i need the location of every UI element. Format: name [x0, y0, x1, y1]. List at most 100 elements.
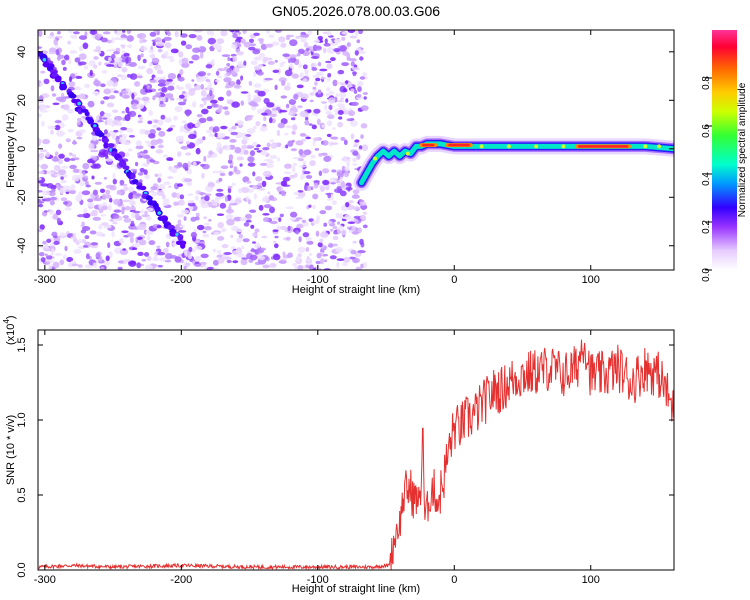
noise-speckle	[102, 31, 111, 35]
noise-speckle	[141, 96, 150, 102]
noise-speckle	[247, 162, 256, 167]
noise-speckle	[252, 232, 258, 238]
noise-speckle	[248, 46, 256, 51]
noise-speckle	[139, 45, 148, 52]
spectrogram-x-tick-label: 100	[582, 274, 600, 286]
noise-speckle	[226, 259, 232, 264]
noise-speckle	[356, 93, 362, 98]
noise-speckle	[132, 247, 138, 250]
noise-speckle	[352, 189, 360, 195]
noise-speckle	[200, 90, 207, 97]
noise-speckle	[111, 48, 116, 52]
noise-speckle	[149, 54, 156, 59]
noise-speckle	[191, 54, 200, 61]
noise-speckle	[295, 217, 303, 220]
noise-speckle	[247, 93, 252, 100]
noise-speckle	[297, 264, 304, 270]
noise-speckle	[289, 174, 296, 179]
noise-speckle	[143, 149, 148, 154]
noise-speckle	[351, 226, 357, 233]
noise-speckle	[102, 193, 107, 201]
noise-speckle	[228, 127, 233, 133]
snr-scale-prefix: (x10	[5, 324, 17, 345]
noise-speckle	[89, 30, 98, 35]
noise-speckle	[122, 248, 126, 251]
noise-speckle	[216, 236, 225, 241]
noise-speckle	[352, 163, 358, 166]
noise-speckle	[67, 129, 74, 133]
noise-speckle	[137, 75, 143, 79]
noise-speckle	[195, 212, 200, 217]
noise-speckle	[92, 91, 101, 95]
noise-speckle	[347, 30, 356, 34]
noise-speckle	[343, 139, 348, 146]
noise-speckle	[256, 64, 264, 68]
noise-speckle	[106, 39, 112, 44]
noise-speckle	[215, 192, 224, 197]
noise-speckle	[236, 51, 244, 56]
noise-speckle	[123, 186, 129, 192]
noise-speckle	[309, 92, 315, 96]
noise-speckle	[45, 151, 50, 158]
noise-speckle	[202, 201, 206, 205]
noise-speckle	[306, 262, 312, 266]
noise-speckle	[136, 262, 142, 269]
noise-speckle	[243, 136, 249, 141]
noise-speckle	[302, 232, 310, 238]
noise-speckle	[299, 72, 304, 79]
noise-speckle	[311, 67, 318, 71]
noise-speckle	[128, 110, 137, 117]
noise-speckle	[220, 125, 228, 130]
diagonal-hotspot	[175, 232, 179, 237]
noise-speckle	[177, 219, 182, 226]
noise-speckle	[112, 218, 120, 222]
diagonal-blob	[145, 195, 153, 201]
noise-speckle	[283, 171, 292, 175]
noise-speckle	[67, 108, 74, 114]
noise-speckle	[240, 258, 248, 266]
noise-speckle	[73, 31, 80, 35]
noise-speckle	[352, 73, 357, 77]
noise-speckle	[156, 127, 162, 131]
diagonal-blob	[61, 83, 68, 91]
noise-speckle	[300, 174, 304, 181]
noise-speckle	[185, 152, 192, 156]
noise-speckle	[128, 260, 137, 267]
noise-speckle	[291, 73, 299, 79]
noise-speckle	[142, 58, 147, 64]
noise-speckle	[155, 149, 164, 154]
noise-speckle	[118, 134, 123, 138]
noise-speckle	[262, 147, 270, 151]
noise-speckle	[319, 238, 324, 243]
noise-speckle	[176, 84, 180, 89]
noise-speckle	[315, 77, 321, 82]
noise-speckle	[178, 230, 187, 233]
noise-speckle	[82, 245, 89, 248]
noise-speckle	[298, 236, 302, 243]
noise-speckle	[50, 129, 54, 135]
noise-speckle	[305, 70, 309, 77]
noise-speckle	[70, 34, 78, 39]
noise-speckle	[112, 109, 119, 113]
noise-speckle	[351, 206, 361, 211]
noise-speckle	[38, 170, 45, 175]
noise-speckle	[208, 150, 214, 155]
noise-speckle	[148, 50, 155, 54]
noise-speckle	[217, 132, 226, 139]
noise-speckle	[212, 43, 221, 49]
noise-speckle	[113, 51, 120, 55]
noise-speckle	[202, 230, 207, 234]
noise-speckle	[354, 50, 359, 56]
noise-speckle	[280, 95, 287, 99]
noise-speckle	[129, 236, 134, 244]
noise-speckle	[79, 168, 83, 175]
noise-speckle	[345, 201, 350, 208]
noise-speckle	[265, 43, 274, 48]
noise-speckle	[333, 231, 338, 235]
snr-x-tick-label: -300	[34, 574, 56, 586]
noise-speckle	[285, 107, 289, 111]
noise-speckle	[328, 91, 335, 95]
noise-speckle	[359, 76, 366, 80]
noise-speckle	[286, 82, 291, 86]
noise-speckle	[130, 220, 135, 226]
